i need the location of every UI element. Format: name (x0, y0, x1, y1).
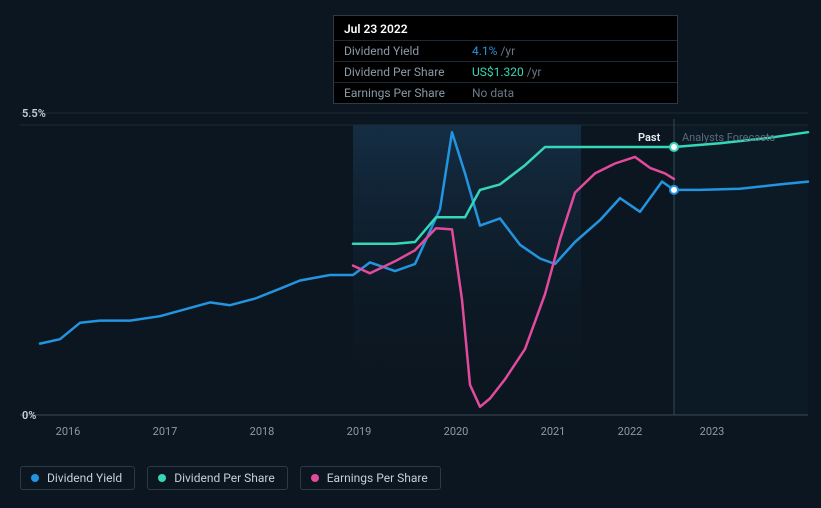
legend-item-dividend-yield[interactable]: Dividend Yield (20, 466, 135, 490)
legend-item-dividend-per-share[interactable]: Dividend Per Share (147, 466, 288, 490)
x-tick: 2016 (56, 425, 81, 438)
tooltip-row: Dividend Yield4.1%/yr (334, 40, 677, 61)
chart-legend: Dividend Yield Dividend Per Share Earnings… (20, 466, 441, 490)
forecast-label: Analysts Forecasts (682, 131, 775, 144)
chart-tooltip: Jul 23 2022 Dividend Yield4.1%/yrDividen… (333, 15, 678, 104)
y-axis-max-label: 5.5% (22, 107, 46, 120)
dividend-chart: 5.5% 0% 2016 2017 2018 2019 2020 2021 2022 2023… (0, 0, 821, 508)
legend-label: Dividend Yield (47, 471, 122, 485)
legend-item-earnings-per-share[interactable]: Earnings Per Share (300, 466, 441, 490)
y-axis-min-label: 0% (22, 409, 36, 422)
past-label: Past (638, 131, 660, 144)
legend-label: Earnings Per Share (327, 471, 428, 485)
x-tick: 2017 (153, 425, 178, 438)
x-tick: 2021 (541, 425, 566, 438)
legend-dot (31, 474, 39, 482)
x-tick: 2019 (347, 425, 372, 438)
legend-dot (311, 474, 319, 482)
x-tick: 2018 (250, 425, 275, 438)
x-tick: 2023 (700, 425, 725, 438)
legend-label: Dividend Per Share (174, 471, 275, 485)
tooltip-date: Jul 23 2022 (334, 16, 677, 40)
x-tick: 2022 (618, 425, 643, 438)
x-tick: 2020 (444, 425, 469, 438)
tooltip-row: Dividend Per ShareUS$1.320/yr (334, 61, 677, 82)
legend-dot (158, 474, 166, 482)
tooltip-row: Earnings Per ShareNo data (334, 82, 677, 103)
